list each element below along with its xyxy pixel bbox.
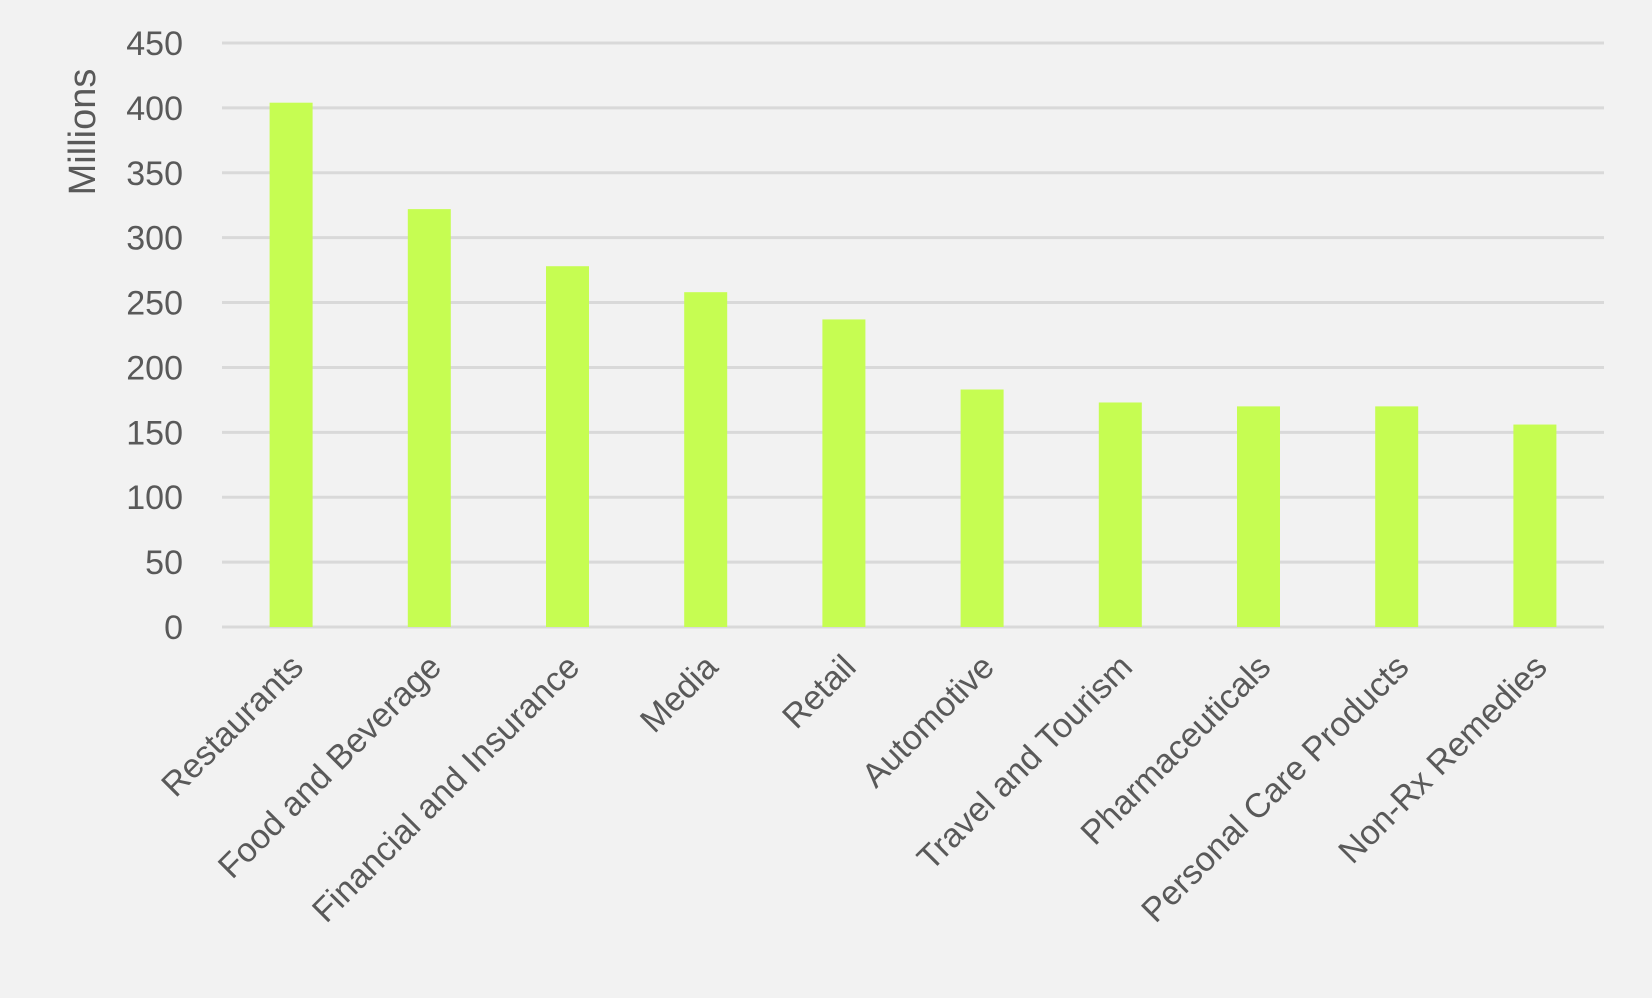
y-axis-label: Millions [62,69,104,196]
x-category-label: Financial and Insurance [305,648,587,930]
bar-personal-care-products [1375,406,1419,627]
y-tick-label: 400 [126,90,183,128]
bar-financial-and-insurance [546,266,589,627]
x-category-label: Food and Beverage [211,648,449,886]
bar-travel-and-tourism [1098,402,1142,627]
y-tick-label: 350 [126,155,183,193]
y-tick-label: 450 [126,25,183,63]
bar-pharmaceuticals [1237,406,1280,627]
y-tick-label: 200 [126,349,183,387]
bars [269,102,1557,628]
x-category-label: Retail [775,648,863,736]
bar-restaurants [269,102,313,628]
bar-retail [822,319,866,627]
y-tick-label: 0 [164,609,183,647]
gridlines [222,41,1604,629]
x-category-label: Restaurants [154,648,311,805]
x-category-label: Media [633,648,725,740]
y-tick-label: 100 [126,479,183,517]
x-category-label: Automotive [855,648,1002,795]
x-category-label: Personal Care Products [1134,648,1416,930]
y-tick-label: 150 [126,414,183,452]
bar-food-and-beverage [407,209,451,628]
bar-automotive [960,389,1004,627]
y-tick-label: 50 [145,544,183,582]
bar-media [684,292,728,627]
y-tick-label: 300 [126,220,183,258]
y-tick-label: 250 [126,285,183,323]
bar-non-rx-remedies [1513,424,1557,627]
y-axis-ticks: 0 50 100 150 200 250 300 350 400 450 [126,25,183,647]
